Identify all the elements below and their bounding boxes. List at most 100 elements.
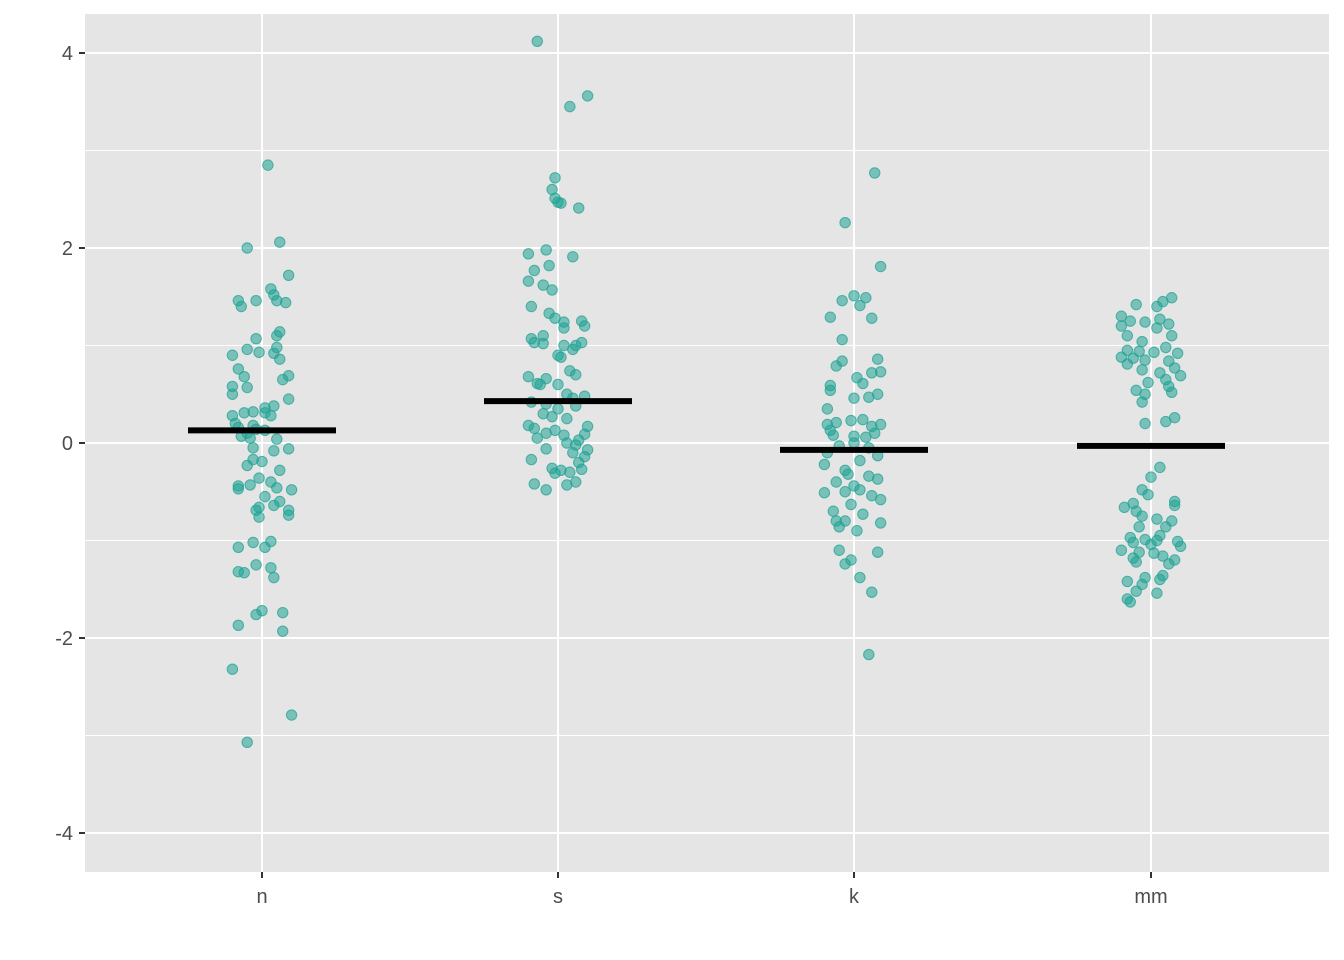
data-point bbox=[1127, 536, 1139, 549]
data-point bbox=[874, 260, 887, 273]
data-point bbox=[824, 384, 837, 397]
data-point bbox=[282, 509, 295, 521]
data-point bbox=[235, 300, 247, 313]
data-point bbox=[259, 490, 271, 503]
data-point bbox=[232, 619, 245, 632]
data-point bbox=[540, 427, 552, 439]
data-point bbox=[268, 571, 280, 584]
data-point bbox=[1166, 330, 1178, 342]
data-point bbox=[874, 493, 887, 506]
data-point bbox=[830, 476, 842, 488]
data-point bbox=[857, 377, 869, 390]
data-point bbox=[271, 482, 283, 494]
data-point bbox=[265, 562, 277, 574]
data-point bbox=[549, 172, 561, 184]
data-point bbox=[540, 484, 552, 496]
data-point bbox=[1136, 396, 1148, 408]
data-point bbox=[854, 299, 866, 312]
data-point bbox=[1139, 417, 1151, 430]
data-point bbox=[241, 242, 253, 254]
data-point bbox=[274, 464, 286, 476]
data-point bbox=[277, 625, 289, 637]
data-point bbox=[250, 608, 262, 621]
data-point bbox=[555, 197, 567, 209]
data-point bbox=[282, 269, 295, 281]
data-point bbox=[528, 422, 541, 435]
data-point bbox=[268, 445, 280, 457]
x-tick-label: k bbox=[849, 886, 860, 908]
data-point bbox=[854, 571, 866, 584]
data-point bbox=[1160, 415, 1172, 428]
data-point bbox=[522, 275, 535, 287]
data-point bbox=[1151, 300, 1163, 313]
data-point bbox=[238, 407, 250, 419]
data-point bbox=[528, 264, 541, 277]
data-point bbox=[226, 349, 239, 361]
data-point bbox=[860, 292, 872, 304]
data-point bbox=[531, 432, 543, 444]
data-point bbox=[564, 466, 576, 478]
data-point bbox=[869, 167, 881, 179]
data-point bbox=[1160, 341, 1172, 354]
data-point bbox=[578, 320, 591, 332]
data-point bbox=[857, 413, 869, 426]
data-point bbox=[274, 236, 286, 248]
data-point bbox=[1115, 320, 1128, 332]
data-point bbox=[1130, 585, 1142, 597]
data-point bbox=[277, 606, 289, 619]
data-point bbox=[848, 437, 860, 449]
data-point bbox=[581, 90, 594, 102]
data-point bbox=[244, 432, 256, 444]
data-point bbox=[836, 333, 848, 346]
data-point bbox=[555, 351, 567, 363]
data-point bbox=[1174, 370, 1187, 382]
data-point bbox=[1166, 386, 1178, 398]
data-point bbox=[842, 468, 854, 480]
y-axis: -4 -2 0 2 4 bbox=[55, 43, 85, 845]
data-point bbox=[1115, 544, 1128, 556]
data-point bbox=[1136, 335, 1148, 348]
data-point bbox=[253, 346, 265, 359]
data-point bbox=[531, 35, 543, 47]
data-point bbox=[277, 373, 289, 386]
data-point bbox=[282, 443, 295, 455]
data-point bbox=[1154, 461, 1166, 474]
data-point bbox=[558, 322, 570, 334]
data-point bbox=[1130, 556, 1142, 568]
data-point bbox=[854, 454, 866, 467]
data-point bbox=[244, 479, 256, 491]
data-point bbox=[871, 353, 884, 365]
data-point bbox=[833, 521, 845, 533]
data-point bbox=[534, 378, 546, 391]
data-point bbox=[253, 511, 265, 523]
data-point bbox=[1171, 347, 1184, 359]
data-point bbox=[1124, 596, 1136, 608]
data-point bbox=[285, 709, 298, 721]
data-point bbox=[256, 455, 268, 468]
data-point bbox=[1168, 499, 1181, 512]
data-point bbox=[241, 343, 253, 356]
data-point bbox=[1130, 298, 1142, 311]
data-point bbox=[226, 663, 239, 675]
data-point bbox=[561, 479, 573, 491]
data-point bbox=[528, 478, 541, 490]
data-point bbox=[552, 378, 564, 391]
data-point bbox=[1136, 510, 1148, 522]
data-point bbox=[262, 159, 274, 171]
data-point bbox=[1151, 534, 1163, 547]
data-point bbox=[1139, 354, 1151, 366]
data-point bbox=[1139, 316, 1151, 328]
data-point bbox=[546, 410, 558, 423]
data-point bbox=[818, 458, 831, 471]
data-point bbox=[271, 433, 283, 445]
data-point bbox=[874, 517, 887, 529]
data-point bbox=[546, 284, 558, 296]
y-tick-label: 4 bbox=[62, 43, 73, 65]
data-point bbox=[866, 367, 878, 379]
data-point bbox=[851, 525, 863, 537]
data-point bbox=[821, 403, 834, 415]
data-point bbox=[250, 332, 262, 345]
data-point bbox=[232, 483, 245, 495]
data-point bbox=[564, 100, 576, 113]
data-point bbox=[1163, 558, 1175, 570]
